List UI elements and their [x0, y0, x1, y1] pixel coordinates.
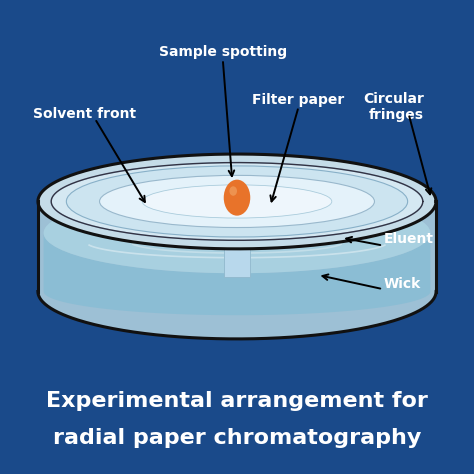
- Polygon shape: [44, 233, 430, 315]
- Text: Wick: Wick: [384, 277, 421, 292]
- Text: Experimental arrangement for: Experimental arrangement for: [46, 391, 428, 410]
- Ellipse shape: [44, 193, 430, 273]
- Text: Filter paper: Filter paper: [253, 92, 345, 107]
- Text: Eluent: Eluent: [384, 232, 434, 246]
- Text: Solvent front: Solvent front: [33, 107, 137, 121]
- Ellipse shape: [66, 166, 408, 237]
- Polygon shape: [224, 187, 250, 277]
- Ellipse shape: [142, 185, 332, 218]
- Text: Circular
fringes: Circular fringes: [364, 91, 424, 122]
- Ellipse shape: [51, 163, 423, 240]
- Ellipse shape: [100, 175, 374, 228]
- Text: Sample spotting: Sample spotting: [159, 45, 287, 59]
- Polygon shape: [38, 201, 436, 339]
- Ellipse shape: [224, 180, 250, 216]
- Ellipse shape: [229, 186, 237, 196]
- Text: radial paper chromatography: radial paper chromatography: [53, 428, 421, 448]
- Ellipse shape: [38, 154, 436, 249]
